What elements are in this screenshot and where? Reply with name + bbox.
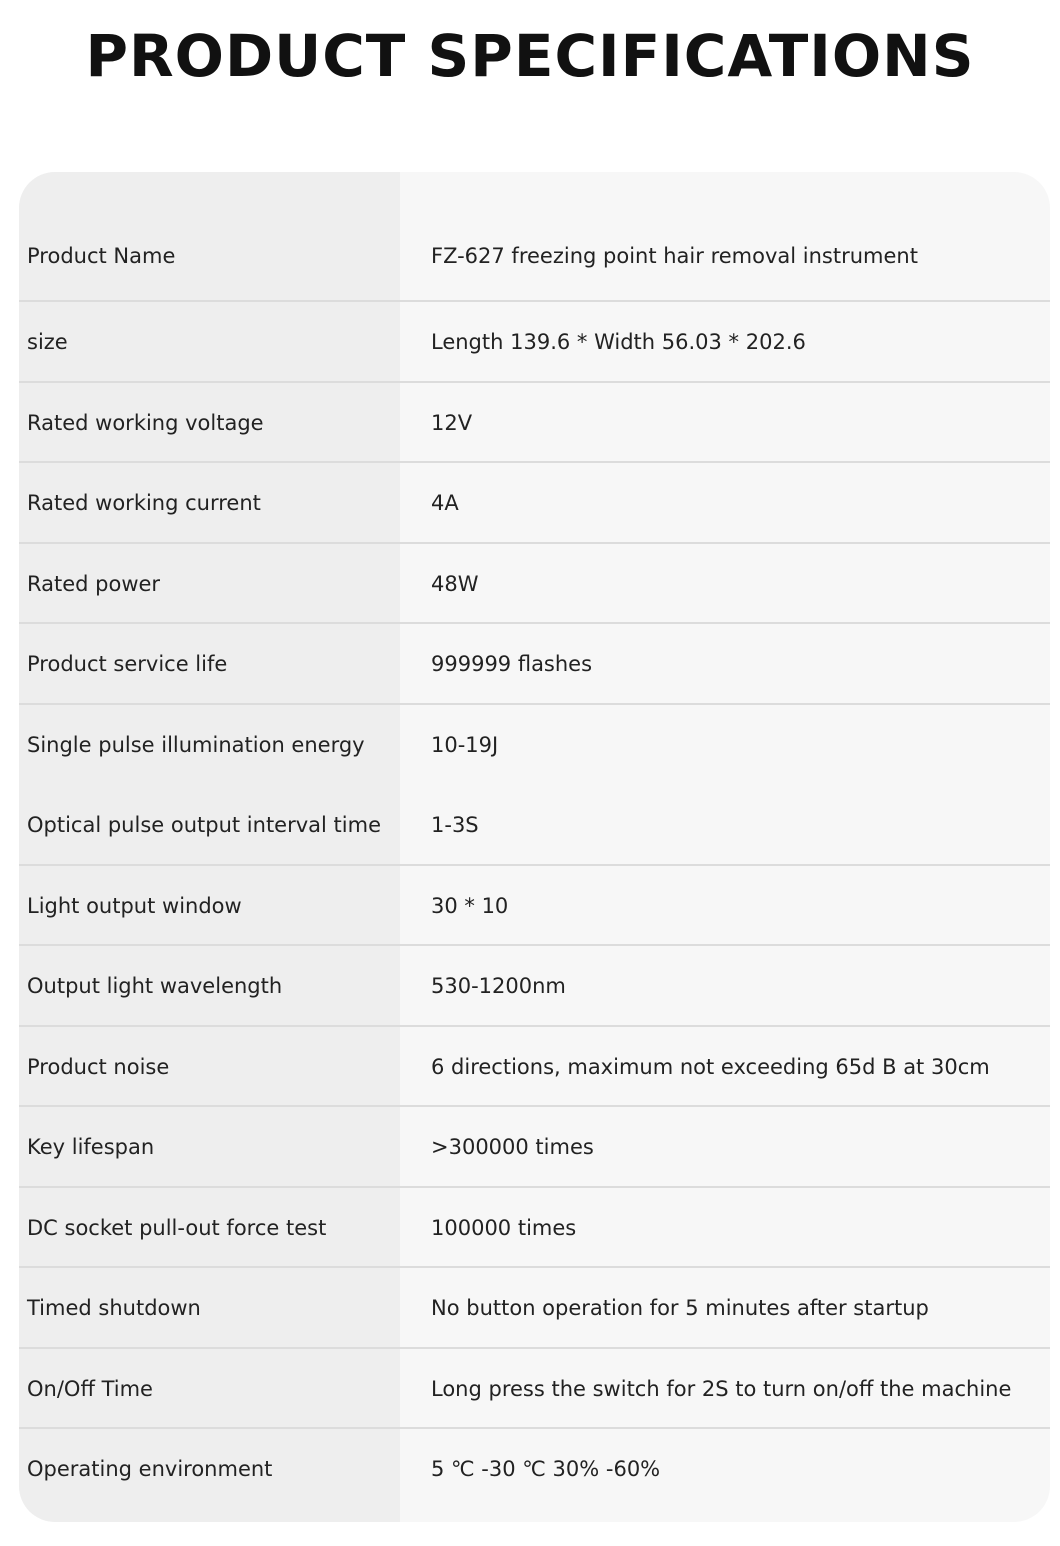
spec-label: DC socket pull-out force test [27,1215,327,1240]
table-row: Product Name FZ-627 freezing point hair r… [19,172,1050,302]
table-row: Rated power 48W [19,544,1050,625]
table-row: DC socket pull-out force test 100000 time… [19,1188,1050,1269]
spec-label: Operating environment [27,1456,273,1481]
spec-label: Product service life [27,652,228,676]
spec-value: 6 directions, maximum not exceeding 65d … [431,1054,990,1079]
table-row: Rated working current 4A [19,463,1050,544]
spec-value: 12V [431,410,473,435]
spec-label: On/Off Time [27,1376,153,1401]
spec-value: 10-19J [431,732,499,757]
spec-value: 1-3S [431,813,479,837]
spec-label: Single pulse illumination energy [27,732,365,757]
table-row: Rated working voltage 12V [19,383,1050,464]
table-row: Timed shutdown No button operation for 5 … [19,1268,1050,1349]
table-row: Optical pulse output interval time 1-3S [19,785,1050,866]
spec-value: 5 ℃ -30 ℃ 30% -60% [431,1456,661,1481]
spec-label: Output light wavelength [27,974,283,998]
table-row: On/Off Time Long press the switch for 2S … [19,1349,1050,1430]
spec-value: >300000 times [431,1135,594,1159]
table-row: size Length 139.6 * Width 56.03 * 202.6 [19,302,1050,383]
spec-value: 4A [431,491,459,515]
spec-label: Light output window [27,893,242,918]
spec-label: Timed shutdown [27,1296,201,1320]
spec-label: Optical pulse output interval time [27,813,381,837]
table-row: Light output window 30 * 10 [19,866,1050,947]
table-row: Product noise 6 directions, maximum not e… [19,1027,1050,1108]
spec-label: size [27,330,68,354]
spec-label: Rated working voltage [27,410,264,435]
spec-table: Product Name FZ-627 freezing point hair r… [19,172,1050,1522]
spec-value: 530-1200nm [431,974,566,998]
spec-value: FZ-627 freezing point hair removal instr… [431,244,918,268]
spec-value: 100000 times [431,1215,577,1240]
table-row: Output light wavelength 530-1200nm [19,946,1050,1027]
spec-value: Length 139.6 * Width 56.03 * 202.6 [431,330,806,354]
spec-label: Key lifespan [27,1135,155,1159]
label-column-background [19,172,400,1522]
spec-label: Product noise [27,1054,170,1079]
spec-value: 999999 flashes [431,652,593,676]
table-row: Operating environment 5 ℃ -30 ℃ 30% -60% [19,1429,1050,1522]
spec-label: Rated power [27,571,161,596]
spec-value: Long press the switch for 2S to turn on/… [431,1376,1012,1401]
spec-label: Rated working current [27,491,261,515]
table-row: Key lifespan >300000 times [19,1107,1050,1188]
spec-label: Product Name [27,244,176,268]
spec-value: 48W [431,571,479,596]
table-row: Single pulse illumination energy 10-19J [19,705,1050,786]
table-row: Product service life 999999 flashes [19,624,1050,705]
spec-value: 30 * 10 [431,893,509,918]
page-title: PRODUCT SPECIFICATIONS [85,22,975,90]
spec-value: No button operation for 5 minutes after … [431,1296,929,1320]
